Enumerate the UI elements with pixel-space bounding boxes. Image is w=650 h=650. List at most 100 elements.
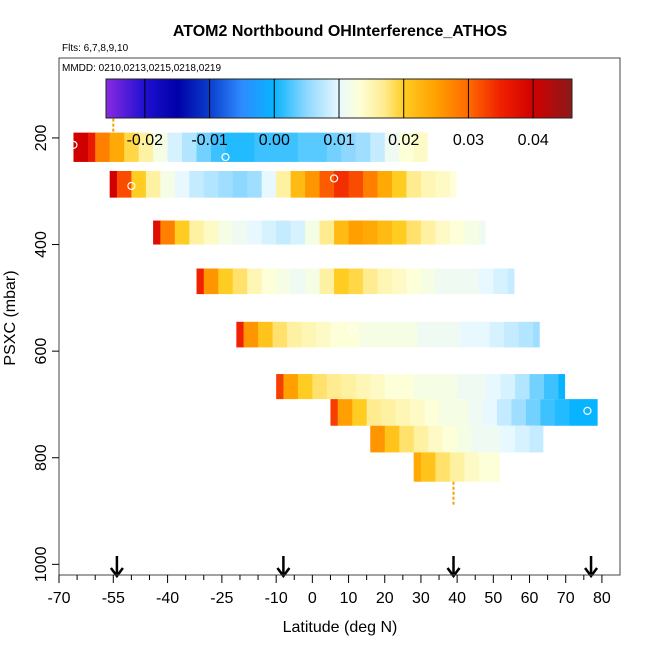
heatmap-cell xyxy=(203,268,219,295)
heatmap-cell xyxy=(457,425,473,453)
heatmap-cell xyxy=(366,399,382,426)
heatmap-cell xyxy=(478,452,494,482)
heatmap-cell xyxy=(453,399,469,426)
heatmap-cell xyxy=(261,170,277,198)
heatmap-cell xyxy=(330,399,339,426)
heatmap-cell xyxy=(348,220,364,245)
x-tick-label: -55 xyxy=(102,590,125,607)
heatmap-cell xyxy=(315,321,332,348)
heatmap-cell xyxy=(355,374,371,400)
heatmap-cell xyxy=(218,268,234,295)
heatmap-cell xyxy=(511,399,527,426)
heatmap-cell xyxy=(428,374,444,400)
heatmap-cell xyxy=(373,321,389,348)
heatmap-band xyxy=(153,220,486,245)
heatmap-cell xyxy=(399,374,415,400)
heatmap-cell xyxy=(413,132,422,162)
heatmap-cell xyxy=(243,321,259,348)
x-tick-label: 60 xyxy=(521,590,539,607)
heatmap-cell xyxy=(189,220,205,245)
heatmap-cell xyxy=(334,220,350,245)
heatmap-cell xyxy=(203,170,219,198)
heatmap-cell xyxy=(500,374,516,400)
colorbar-tick-label: 0.04 xyxy=(518,132,549,149)
heatmap-cell xyxy=(391,268,408,295)
chart-title: ATOM2 Northbound OHInterference_ATHOS xyxy=(173,23,508,40)
heatmap-cell xyxy=(370,132,386,162)
heatmap-cell xyxy=(352,399,368,426)
heatmap-cell xyxy=(496,399,513,426)
x-axis-label: Latitude (deg N) xyxy=(283,619,398,636)
y-axis-label: PSXC (mbar) xyxy=(2,270,19,365)
heatmap-cell xyxy=(467,399,484,426)
heatmap-cell xyxy=(435,268,451,295)
heatmap-cell xyxy=(73,132,89,162)
heatmap-cell xyxy=(312,132,328,162)
heatmap-cell xyxy=(554,399,570,426)
colorbar-tick-label: 0.03 xyxy=(453,132,484,149)
heatmap-cell xyxy=(449,452,465,482)
sample-marker xyxy=(221,153,230,162)
heatmap-cell xyxy=(363,268,379,295)
colorbar: -0.02 -0.01 0.00 0.01 0.02 0.03 0.04 xyxy=(105,78,573,149)
heatmap-cell xyxy=(153,220,161,245)
heatmap-cell xyxy=(515,374,531,400)
heatmap-band xyxy=(413,452,500,482)
heatmap-cell xyxy=(417,321,433,348)
sample-marker xyxy=(329,174,339,183)
heatmap-cell xyxy=(283,132,299,162)
heatmap-cell xyxy=(348,170,364,198)
heatmap-cell xyxy=(533,321,540,348)
heatmap-cell xyxy=(435,220,451,245)
heatmap-cell xyxy=(334,170,350,198)
heatmap-cell xyxy=(413,452,422,482)
heatmap-cell xyxy=(247,220,263,245)
y-tick-label: 600 xyxy=(33,338,50,365)
heatmap-cell xyxy=(475,321,491,348)
heatmap-cell xyxy=(348,268,364,295)
heatmap-cell xyxy=(464,452,480,482)
colorbar-tick-label: -0.02 xyxy=(127,132,164,149)
sample-marker xyxy=(583,406,592,415)
heatmap-cell xyxy=(478,220,486,245)
heatmap-cell xyxy=(131,170,147,198)
heatmap-cell xyxy=(388,321,404,348)
heatmap-cell xyxy=(395,399,411,426)
heatmap-cell xyxy=(276,170,292,198)
heatmap-band xyxy=(73,132,428,162)
heatmap-cell xyxy=(116,170,132,198)
heatmap-cell xyxy=(435,170,451,198)
heatmap-cell xyxy=(377,268,393,295)
heatmap-cell xyxy=(124,132,140,162)
heatmap-cell xyxy=(160,220,176,245)
heatmap-cell xyxy=(431,321,447,348)
heatmap-band xyxy=(370,425,544,453)
heatmap-cell xyxy=(287,321,303,348)
heatmap-cell xyxy=(276,220,292,245)
heatmap-cell xyxy=(377,220,393,245)
heatmap-cell xyxy=(384,425,400,453)
heatmap-cell xyxy=(413,374,429,400)
heatmap-cell xyxy=(439,399,455,426)
heatmap-cell xyxy=(460,321,476,348)
heatmap-cell xyxy=(446,321,462,348)
dates-label: MMDD: 0210,0213,0215,0218,0219 xyxy=(62,63,221,74)
heatmap-cell xyxy=(261,268,277,295)
heatmap-cell xyxy=(399,132,415,162)
x-tick-label: 30 xyxy=(412,590,430,607)
heatmap-cell xyxy=(87,132,96,162)
x-tick-label: 50 xyxy=(484,590,502,607)
heatmap-cell xyxy=(326,132,342,162)
heatmap-cell xyxy=(489,321,505,348)
heatmap-cell xyxy=(558,374,566,400)
heatmap-cell xyxy=(504,321,520,348)
heatmap-cell xyxy=(406,220,422,245)
heatmap-cell xyxy=(370,425,386,453)
heatmap-cell xyxy=(261,220,277,245)
heatmap-cell xyxy=(109,170,118,198)
heatmap-cell xyxy=(377,170,393,198)
heatmap-cell xyxy=(305,268,321,295)
heatmap-band xyxy=(276,374,566,400)
heatmap-cell xyxy=(449,268,465,295)
